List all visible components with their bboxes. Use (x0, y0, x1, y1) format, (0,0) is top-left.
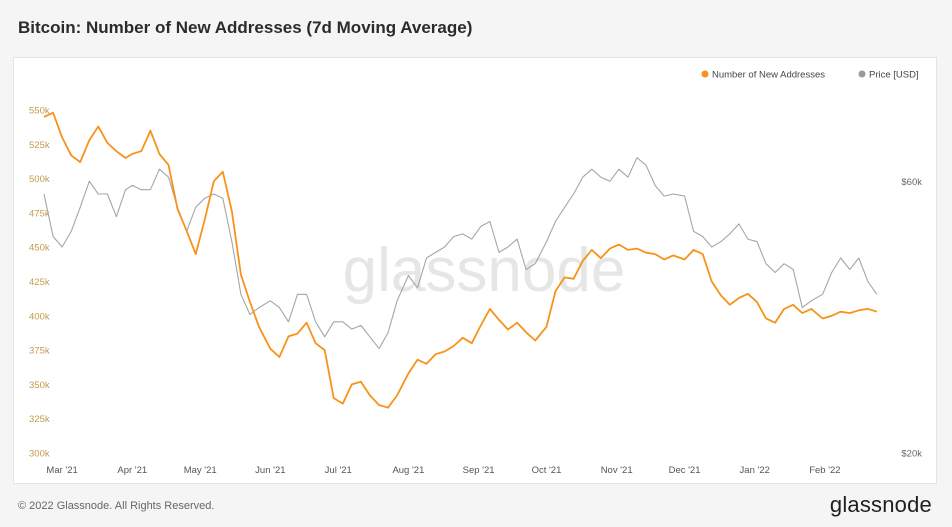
left-axis-tick-label: 325k (29, 414, 50, 425)
brand-logo: glassnode (829, 492, 932, 517)
x-axis-tick-label: Jul '21 (325, 465, 352, 476)
left-axis-tick-label: 550k (29, 106, 50, 117)
x-axis-tick-label: Nov '21 (601, 465, 633, 476)
x-axis-tick-label: Apr '21 (117, 465, 147, 476)
left-axis-tick-label: 400k (29, 311, 50, 322)
new-addresses-line (43, 111, 878, 409)
left-axis-tick-label: 300k (29, 449, 50, 460)
right-axis-tick-label: $20k (901, 449, 922, 460)
chart-panel: glassnode Number of New Addresses Price … (13, 57, 937, 484)
legend-label-addresses: Number of New Addresses (712, 70, 825, 81)
x-axis-tick-label: Dec '21 (669, 465, 701, 476)
chart-svg: glassnode Number of New Addresses Price … (29, 70, 922, 477)
x-axis-tick-label: Feb '22 (809, 465, 840, 476)
legend: Number of New Addresses Price [USD] (701, 70, 919, 81)
watermark: glassnode (343, 236, 626, 305)
x-axis: Mar '21 Apr '21 May '21 Jun '21 Jul '21 Aug '… (46, 465, 840, 476)
left-axis-tick-label: 375k (29, 346, 50, 357)
copyright-text: © 2022 Glassnode. All Rights Reserved. (18, 500, 215, 512)
x-axis-tick-label: Jun '21 (255, 465, 285, 476)
left-axis-tick-label: 500k (29, 174, 50, 185)
left-axis-tick-label: 525k (29, 140, 50, 151)
chart-title: Bitcoin: Number of New Addresses (7d Mov… (18, 18, 473, 37)
legend-marker-addresses (701, 70, 709, 78)
left-axis-tick-label: 350k (29, 380, 50, 391)
right-axis-tick-label: $60k (901, 177, 922, 188)
right-axis: $20k $60k (901, 177, 922, 460)
x-axis-tick-label: Mar '21 (46, 465, 77, 476)
series-layer (43, 111, 878, 409)
x-axis-tick-label: Sep '21 (463, 465, 495, 476)
x-axis-tick-label: Oct '21 (532, 465, 562, 476)
x-axis-tick-label: Aug '21 (392, 465, 424, 476)
left-axis: 300k 325k 350k 375k 400k 425k 450k 475k 500k 525k… (29, 106, 50, 460)
x-axis-tick-label: Jan '22 (740, 465, 770, 476)
legend-marker-price (858, 70, 866, 78)
legend-label-price: Price [USD] (869, 70, 919, 81)
left-axis-tick-label: 475k (29, 208, 50, 219)
left-axis-tick-label: 425k (29, 277, 50, 288)
x-axis-tick-label: May '21 (184, 465, 217, 476)
left-axis-tick-label: 450k (29, 243, 50, 254)
